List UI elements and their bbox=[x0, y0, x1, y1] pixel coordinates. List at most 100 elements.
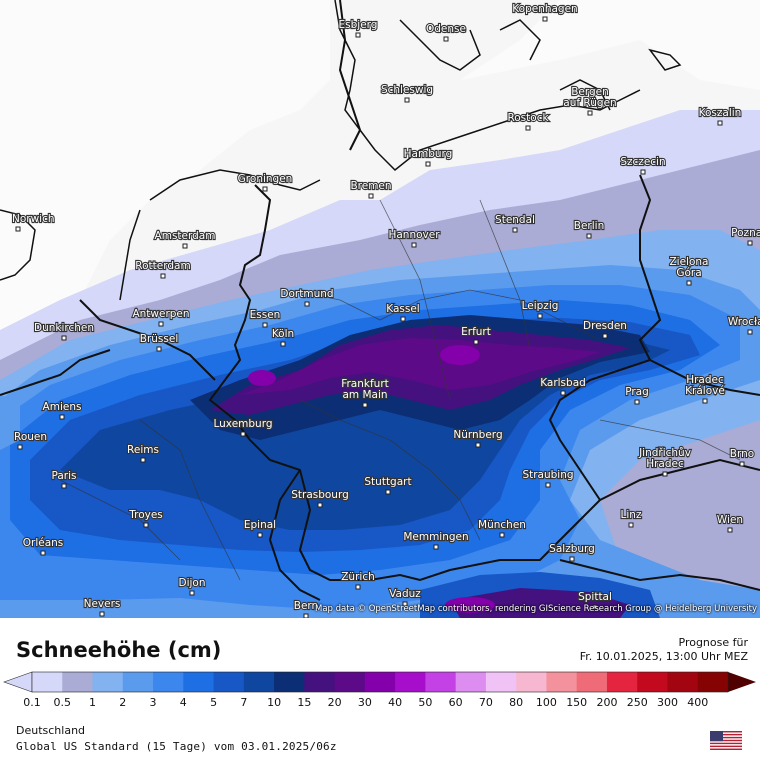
city-label: München bbox=[478, 519, 526, 531]
colorbar-segment bbox=[213, 672, 245, 692]
city-marker bbox=[182, 243, 188, 249]
city-marker bbox=[303, 613, 309, 618]
city-label: Wien bbox=[717, 514, 743, 526]
colorbar-segment bbox=[485, 672, 517, 692]
city-label: Schleswig bbox=[381, 84, 433, 96]
city-label: Troyes bbox=[128, 509, 163, 521]
colorbar-segment bbox=[606, 672, 638, 692]
city-marker bbox=[61, 483, 67, 489]
city-label: Odense bbox=[426, 23, 466, 35]
colorbar-tick-label: 150 bbox=[566, 696, 588, 709]
city-marker bbox=[747, 329, 753, 335]
city-label: Spittal bbox=[578, 591, 612, 603]
city-label: Prag bbox=[625, 386, 649, 398]
city-marker bbox=[280, 341, 286, 347]
city-marker bbox=[257, 532, 263, 538]
city-marker bbox=[512, 227, 518, 233]
city-label: Straubing bbox=[522, 469, 573, 481]
city-label: Orléans bbox=[23, 537, 64, 549]
city-marker bbox=[368, 193, 374, 199]
colorbar-tick-label: 50 bbox=[418, 696, 433, 709]
state-borders bbox=[59, 199, 741, 581]
city-marker bbox=[160, 273, 166, 279]
city-marker bbox=[640, 169, 646, 175]
city-label: Esbjerg bbox=[339, 19, 378, 31]
legend-panel: Schneehöhe (cm) Prognose für Fr. 10.01.2… bbox=[0, 618, 760, 760]
colorbar-segment bbox=[92, 672, 124, 692]
city-marker bbox=[411, 242, 417, 248]
colorbar-tick-label: 5 bbox=[210, 696, 218, 709]
country-borders bbox=[0, 0, 760, 601]
city-marker bbox=[355, 32, 361, 38]
city-marker bbox=[15, 226, 21, 232]
city-marker bbox=[545, 482, 551, 488]
city-marker bbox=[143, 522, 149, 528]
city-label: Hradec Králové bbox=[685, 374, 725, 397]
city-label: Luxemburg bbox=[213, 418, 272, 430]
city-marker bbox=[569, 556, 575, 562]
city-marker bbox=[262, 322, 268, 328]
colorbar-tick-label: 4 bbox=[179, 696, 187, 709]
colorbar-segment bbox=[153, 672, 184, 692]
us-flag-icon bbox=[710, 731, 742, 750]
city-label: Stendal bbox=[495, 214, 535, 226]
city-label: Dresden bbox=[583, 320, 627, 332]
city-label: Hamburg bbox=[404, 148, 453, 160]
city-marker bbox=[262, 186, 268, 192]
colorbar-segment bbox=[455, 672, 487, 692]
city-label: Frankfurt am Main bbox=[341, 378, 389, 401]
city-label: Köln bbox=[272, 328, 294, 340]
city-marker bbox=[602, 333, 608, 339]
city-marker bbox=[158, 321, 164, 327]
city-marker bbox=[592, 604, 598, 610]
city-label: Amsterdam bbox=[155, 230, 216, 242]
colorbar-tick-label: 0.5 bbox=[53, 696, 72, 709]
city-label: Zürich bbox=[341, 571, 375, 583]
city-label: Jindřichův Hradec bbox=[638, 447, 691, 470]
colorbar-segment bbox=[697, 672, 729, 692]
colorbar-tick-label: 30 bbox=[357, 696, 372, 709]
colorbar-segment bbox=[516, 672, 547, 692]
city-marker bbox=[443, 36, 449, 42]
city-marker bbox=[537, 313, 543, 319]
city-label: Nevers bbox=[84, 598, 121, 610]
city-label: Dortmund bbox=[280, 288, 333, 300]
city-label: Rouen bbox=[14, 431, 47, 443]
north-sea bbox=[0, 0, 330, 340]
colorbar-segment bbox=[667, 672, 699, 692]
city-marker bbox=[662, 471, 668, 477]
colorbar-segment bbox=[304, 672, 336, 692]
city-label: Bremen bbox=[350, 180, 391, 192]
colorbar-segment bbox=[576, 672, 608, 692]
colorbar-min-arrow bbox=[3, 671, 33, 693]
colorbar-segment bbox=[364, 672, 396, 692]
colorbar-tick-label: 20 bbox=[327, 696, 342, 709]
city-marker bbox=[156, 346, 162, 352]
colorbar-tick-label: 70 bbox=[478, 696, 493, 709]
snow-depth-map: Kopenhagen Esbjerg Odense Schleswig Bergen au… bbox=[0, 0, 760, 618]
colorbar-segment bbox=[274, 672, 305, 692]
city-label: Antwerpen bbox=[132, 308, 189, 320]
city-marker bbox=[40, 550, 46, 556]
colorbar-segment bbox=[32, 672, 63, 692]
city-label: Dunkirchen bbox=[34, 322, 94, 334]
city-marker bbox=[17, 444, 23, 450]
city-label: Koszalin bbox=[699, 107, 742, 119]
colorbar-tick-label: 10 bbox=[267, 696, 282, 709]
city-marker bbox=[587, 110, 593, 116]
colorbar-segment bbox=[637, 672, 668, 692]
colorbar-tick-label: 3 bbox=[149, 696, 157, 709]
city-label: Poznań bbox=[731, 227, 760, 239]
city-label: Linz bbox=[621, 509, 642, 521]
colorbar-tick-label: 40 bbox=[388, 696, 403, 709]
city-label: Amiens bbox=[43, 401, 82, 413]
city-marker bbox=[189, 590, 195, 596]
city-label: Kopenhagen bbox=[512, 3, 577, 15]
city-marker bbox=[362, 402, 368, 408]
city-marker bbox=[385, 489, 391, 495]
baltic-sea bbox=[460, 0, 760, 90]
city-label: Memmingen bbox=[403, 531, 468, 543]
colorbar-tick-label: 250 bbox=[626, 696, 648, 709]
city-marker bbox=[59, 414, 65, 420]
city-marker bbox=[686, 280, 692, 286]
